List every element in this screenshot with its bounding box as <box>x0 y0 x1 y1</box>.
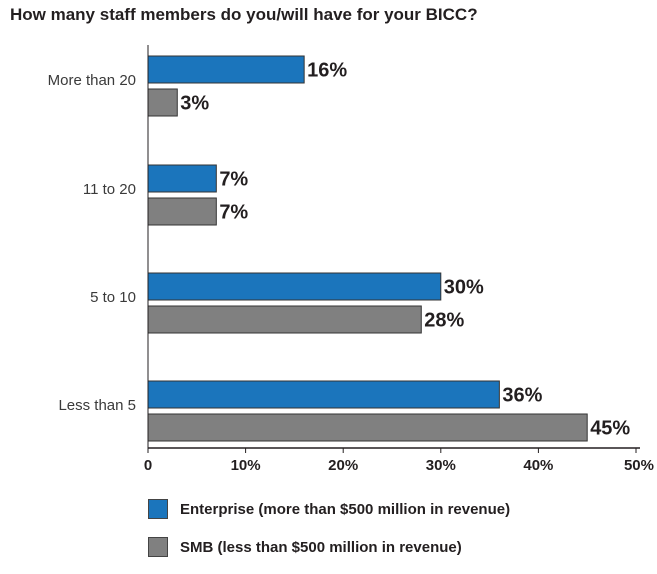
bar-enterprise-less-than-5 <box>147 380 500 409</box>
legend-swatch-smb <box>148 537 168 557</box>
legend: Enterprise (more than $500 million in re… <box>148 498 510 574</box>
category-label-less-than-5: Less than 5 <box>58 397 136 414</box>
value-label-smb-11-to-20: 7% <box>219 202 248 224</box>
category-label-5-to-10: 5 to 10 <box>90 289 136 306</box>
legend-label-enterprise: Enterprise (more than $500 million in re… <box>180 500 511 518</box>
value-label-enterprise-less-than-5: 36% <box>502 385 542 407</box>
category-label-more-than-20: More than 20 <box>48 72 136 89</box>
bar-smb-more-than-20 <box>147 88 178 117</box>
value-label-enterprise-5-to-10: 30% <box>444 277 484 299</box>
bar-smb-11-to-20 <box>147 197 217 226</box>
x-tick-label: 30% <box>426 457 456 474</box>
legend-swatch-enterprise <box>148 499 168 519</box>
value-label-smb-more-than-20: 3% <box>180 93 209 115</box>
x-tick-label: 0 <box>144 457 152 474</box>
value-label-enterprise-11-to-20: 7% <box>219 169 248 191</box>
x-tick-label: 20% <box>328 457 358 474</box>
legend-label-smb: SMB (less than $500 million in revenue) <box>180 538 462 556</box>
legend-item-enterprise: Enterprise (more than $500 million in re… <box>148 498 510 520</box>
x-tick-label: 50% <box>624 457 654 474</box>
value-label-smb-less-than-5: 45% <box>590 418 630 440</box>
value-label-smb-5-to-10: 28% <box>424 310 464 332</box>
x-tick-label: 40% <box>523 457 553 474</box>
legend-item-smb: SMB (less than $500 million in revenue) <box>148 536 510 558</box>
bar-enterprise-11-to-20 <box>147 164 217 193</box>
chart-title: How many staff members do you/will have … <box>10 5 478 24</box>
value-label-enterprise-more-than-20: 16% <box>307 60 347 82</box>
bar-smb-5-to-10 <box>147 305 422 334</box>
x-tick-label: 10% <box>231 457 261 474</box>
bar-enterprise-more-than-20 <box>147 55 305 84</box>
category-label-11-to-20: 11 to 20 <box>83 181 136 198</box>
bar-enterprise-5-to-10 <box>147 272 442 301</box>
bar-smb-less-than-5 <box>147 413 588 442</box>
